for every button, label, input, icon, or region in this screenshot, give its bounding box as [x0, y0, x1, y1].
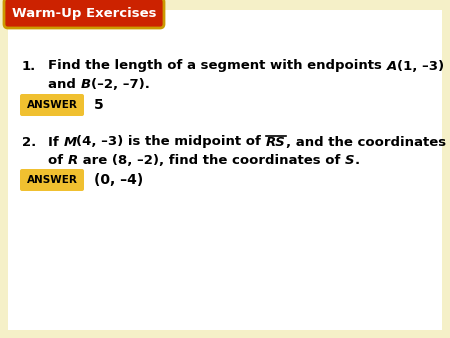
FancyBboxPatch shape — [20, 94, 84, 116]
Bar — [0, 0, 450, 2]
Bar — [0, 303, 450, 310]
Bar — [0, 205, 450, 212]
Text: A: A — [387, 59, 397, 72]
Bar — [0, 331, 450, 338]
Bar — [0, 177, 450, 184]
Bar — [0, 79, 450, 86]
Bar — [0, 289, 450, 296]
Text: 2.: 2. — [22, 136, 36, 148]
FancyBboxPatch shape — [4, 0, 164, 28]
Bar — [0, 107, 450, 114]
Text: S: S — [345, 153, 355, 167]
Text: , and the coordinates: , and the coordinates — [286, 136, 446, 148]
Bar — [0, 233, 450, 240]
Text: (4, –3) is the midpoint of: (4, –3) is the midpoint of — [76, 136, 266, 148]
Bar — [0, 93, 450, 100]
Text: 1.: 1. — [22, 59, 36, 72]
FancyBboxPatch shape — [20, 169, 84, 191]
Bar — [0, 37, 450, 44]
Bar — [0, 9, 450, 16]
Text: B: B — [81, 77, 90, 91]
Text: (1, –3): (1, –3) — [397, 59, 444, 72]
Text: If: If — [48, 136, 63, 148]
Text: and: and — [48, 77, 81, 91]
Text: are (8, –2), find the coordinates of: are (8, –2), find the coordinates of — [78, 153, 345, 167]
Bar — [0, 121, 450, 128]
Bar — [0, 261, 450, 268]
Bar — [0, 149, 450, 156]
Text: RS: RS — [266, 136, 286, 148]
Bar — [0, 219, 450, 226]
Text: ANSWER: ANSWER — [27, 100, 77, 110]
Text: R: R — [68, 153, 78, 167]
Text: 5: 5 — [94, 98, 104, 112]
Text: ANSWER: ANSWER — [27, 175, 77, 185]
Text: Warm-Up Exercises: Warm-Up Exercises — [12, 6, 156, 20]
Text: (–2, –7).: (–2, –7). — [90, 77, 149, 91]
Bar — [0, 275, 450, 282]
Bar — [0, 135, 450, 142]
Bar — [0, 191, 450, 198]
Bar — [0, 163, 450, 170]
Text: .: . — [355, 153, 360, 167]
Bar — [0, 23, 450, 30]
Text: Find the length of a segment with endpoints: Find the length of a segment with endpoi… — [48, 59, 387, 72]
Bar — [0, 65, 450, 72]
Bar — [0, 247, 450, 254]
Bar — [0, 51, 450, 58]
Text: of: of — [48, 153, 68, 167]
Text: M: M — [63, 136, 76, 148]
Text: (0, –4): (0, –4) — [94, 173, 143, 187]
Bar — [0, 317, 450, 324]
